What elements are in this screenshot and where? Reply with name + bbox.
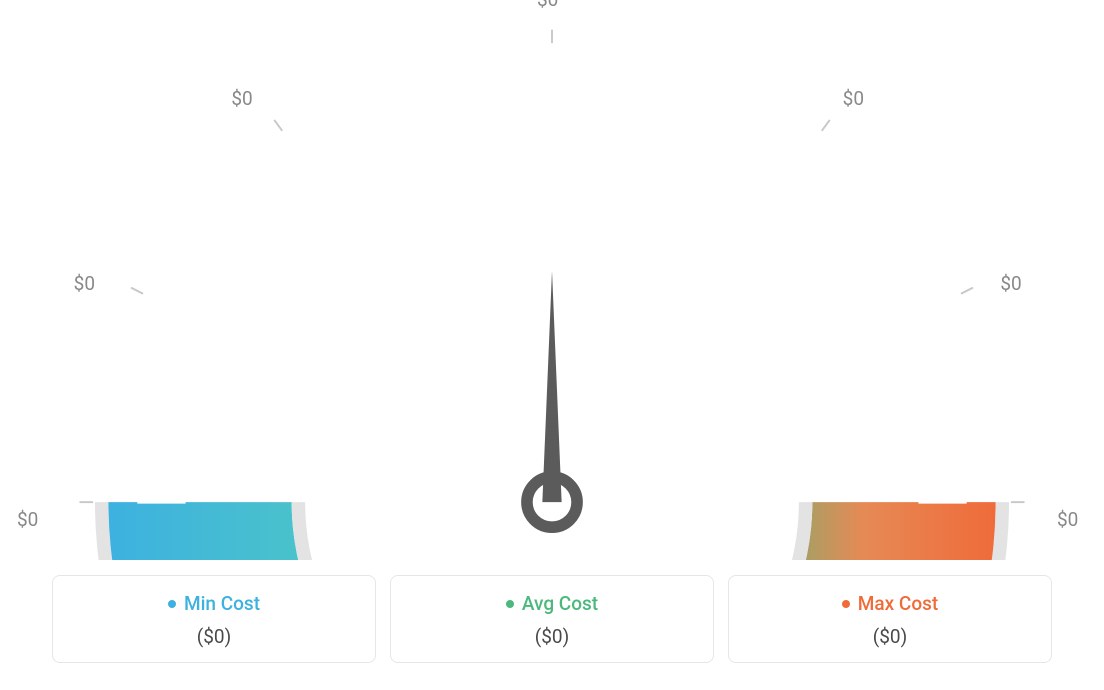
legend-dot-avg	[506, 600, 514, 608]
legend-label-text: Min Cost	[184, 592, 260, 615]
gauge-tick-label: $0	[231, 87, 252, 110]
gauge-tick-label: $0	[843, 87, 864, 110]
legend-value-avg: ($0)	[391, 625, 713, 648]
gauge-tick-label: $0	[1057, 508, 1078, 531]
legend-item-min: Min Cost ($0)	[52, 575, 376, 663]
gauge-chart: $0$0$0$0$0$0$0	[52, 20, 1052, 560]
legend-row: Min Cost ($0) Avg Cost ($0) Max Cost ($0…	[52, 575, 1052, 663]
legend-label-min: Min Cost	[168, 592, 260, 615]
gauge-tick-label: $0	[537, 0, 558, 11]
gauge-tick-label: $0	[74, 272, 95, 295]
legend-label-text: Avg Cost	[522, 592, 598, 615]
legend-item-max: Max Cost ($0)	[728, 575, 1052, 663]
legend-value-min: ($0)	[53, 625, 375, 648]
legend-dot-max	[842, 600, 850, 608]
gauge-tick-label: $0	[1000, 272, 1021, 295]
legend-dot-min	[168, 600, 176, 608]
legend-label-avg: Avg Cost	[506, 592, 598, 615]
legend-value-max: ($0)	[729, 625, 1051, 648]
legend-item-avg: Avg Cost ($0)	[390, 575, 714, 663]
gauge-tick-label: $0	[17, 508, 38, 531]
legend-label-max: Max Cost	[842, 592, 938, 615]
legend-label-text: Max Cost	[858, 592, 938, 615]
gauge-svg	[52, 20, 1052, 560]
